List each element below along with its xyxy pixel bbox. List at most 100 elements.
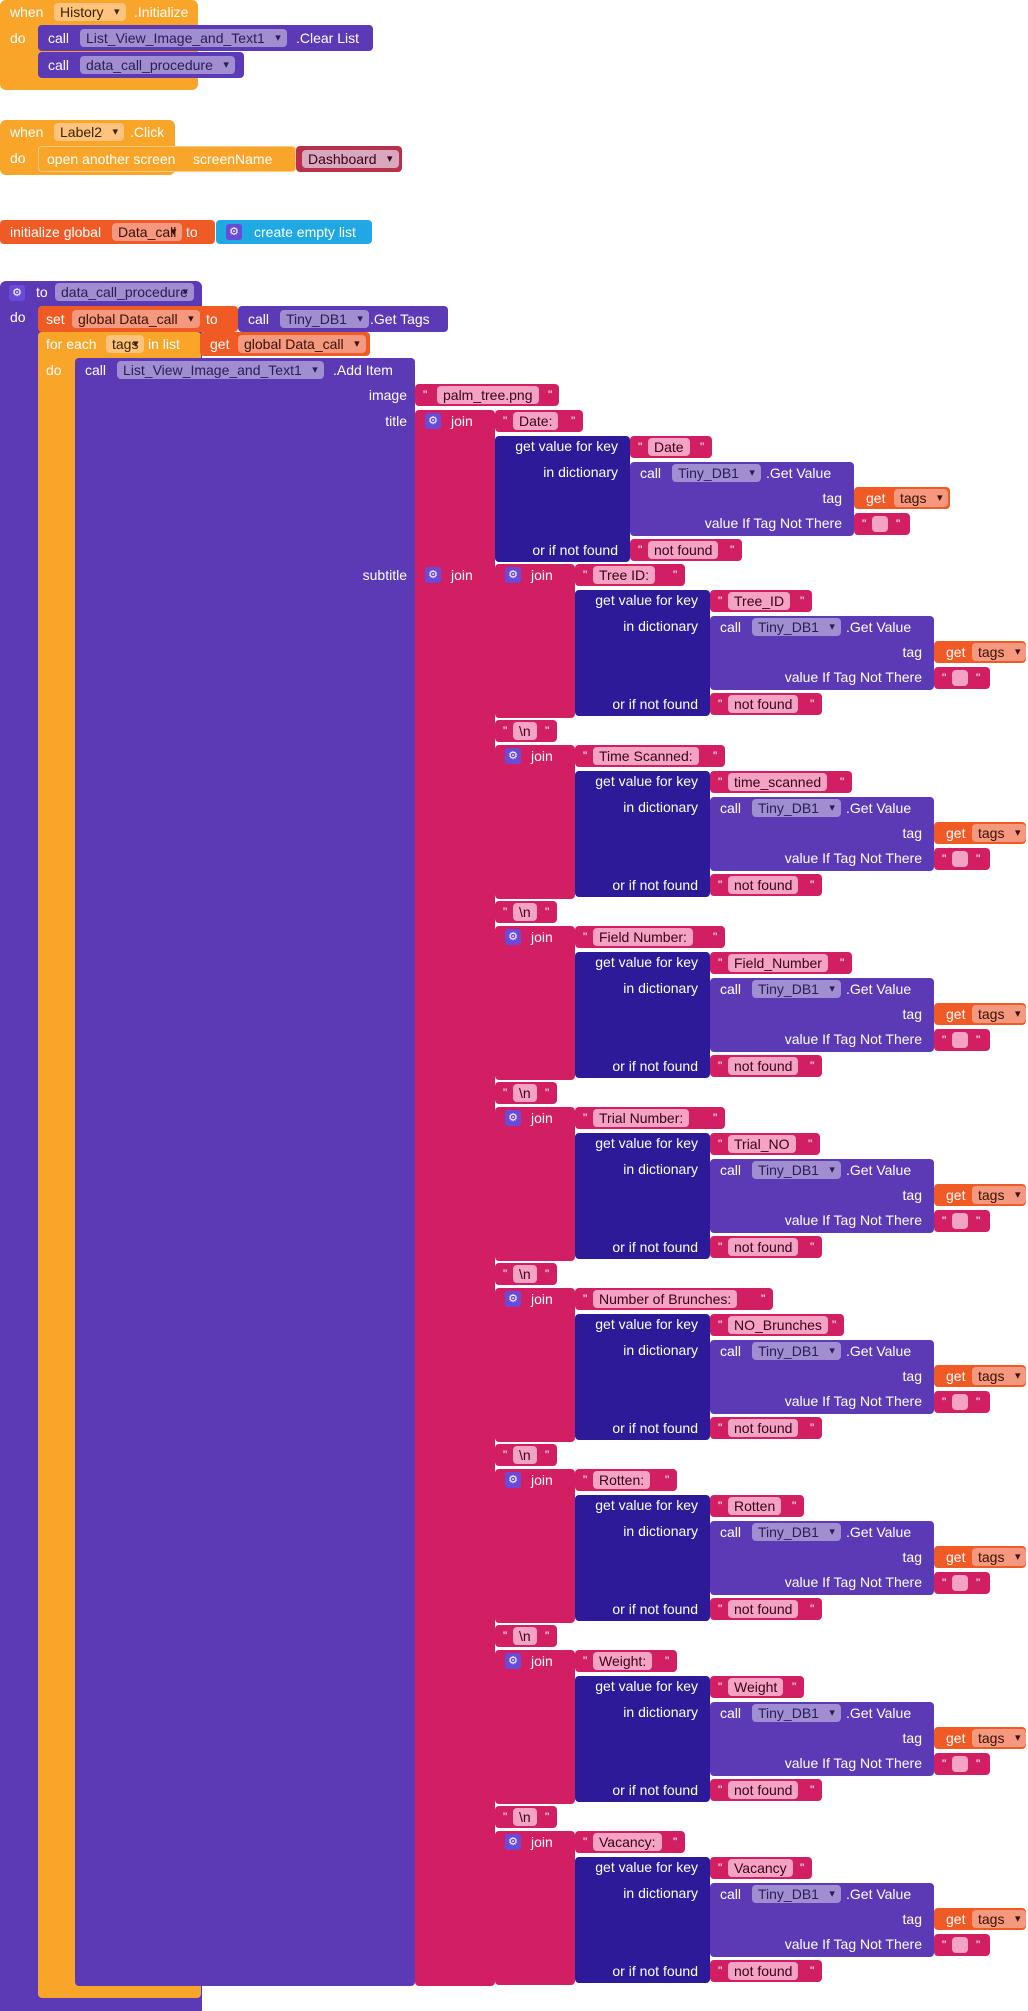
tinydb-dropdown[interactable]: Tiny_DB1: [752, 980, 841, 998]
key-string[interactable]: Field_Number: [728, 954, 828, 972]
mutator-gear-icon[interactable]: ⚙: [505, 1110, 521, 1126]
set-variable-dropdown[interactable]: global Data_call: [72, 310, 200, 328]
newline-text-block[interactable]: " \n ": [495, 1082, 557, 1104]
tinydb-get-value-block[interactable]: call Tiny_DB1 .Get Value tag value If Tag No…: [710, 1159, 934, 1233]
get-value-for-key-block[interactable]: get value for key in dictionary or if not …: [575, 1133, 710, 1259]
listview-component-dropdown[interactable]: List_View_Image_and_Text1: [117, 361, 324, 379]
get-tags-variable-block[interactable]: get tags: [934, 1184, 1027, 1206]
tinydb-get-value-block[interactable]: call Tiny_DB1 .Get Value tag value If Tag No…: [710, 1521, 934, 1595]
empty-string[interactable]: [952, 1032, 968, 1048]
not-found-string[interactable]: not found: [728, 1962, 799, 1980]
tags-variable-dropdown[interactable]: tags: [972, 1005, 1027, 1023]
not-found-text-block[interactable]: " not found ": [710, 1417, 822, 1439]
newline-string[interactable]: \n: [513, 1084, 537, 1102]
tinydb-dropdown[interactable]: Tiny_DB1: [752, 1704, 841, 1722]
field-join-block[interactable]: ⚙ join: [495, 1288, 575, 1442]
tinydb-get-value-block[interactable]: call Tiny_DB1 .Get Value tag value If Tag No…: [710, 616, 934, 690]
tags-variable-dropdown[interactable]: tags: [972, 824, 1027, 842]
tinydb-dropdown[interactable]: Tiny_DB1: [752, 1885, 841, 1903]
key-text-block[interactable]: " Rotten ": [710, 1495, 804, 1517]
tinydb-get-value-block[interactable]: call Tiny_DB1 .Get Value tag value If Tag No…: [710, 797, 934, 871]
get-tags-variable-block[interactable]: get tags: [934, 641, 1027, 663]
not-found-text-block[interactable]: " not found ": [710, 1598, 822, 1620]
get-tags-variable-block[interactable]: get tags: [934, 1727, 1027, 1749]
not-found-string[interactable]: not found: [728, 1600, 799, 1618]
key-string[interactable]: Trial_NO: [728, 1135, 796, 1153]
set-global-block[interactable]: set global Data_call to: [38, 306, 238, 332]
newline-text-block[interactable]: " \n ": [495, 720, 557, 742]
not-found-string[interactable]: not found: [648, 541, 719, 559]
clear-list-block[interactable]: call List_View_Image_and_Text1 .Clear Li…: [38, 25, 373, 51]
empty-text-block[interactable]: " ": [854, 513, 910, 535]
empty-string[interactable]: [952, 1394, 968, 1410]
not-found-text-block[interactable]: " not found ": [710, 874, 822, 896]
mutator-gear-icon[interactable]: ⚙: [226, 224, 242, 240]
initialize-global-block[interactable]: initialize global Data_call to: [0, 220, 215, 244]
listview-component-dropdown[interactable]: List_View_Image_and_Text1: [80, 29, 287, 47]
tinydb-dropdown[interactable]: Tiny_DB1: [752, 799, 841, 817]
field-label-string[interactable]: Trial Number:: [593, 1109, 690, 1127]
key-text-block[interactable]: " time_scanned ": [710, 771, 852, 793]
field-label-string[interactable]: Time Scanned:: [593, 747, 699, 765]
subtitle-join-block[interactable]: ⚙ join: [415, 564, 495, 1986]
get-value-for-key-block[interactable]: get value for key in dictionary or if not …: [575, 952, 710, 1078]
not-found-string[interactable]: not found: [728, 1057, 799, 1075]
newline-text-block[interactable]: " \n ": [495, 1263, 557, 1285]
not-found-string[interactable]: not found: [728, 695, 799, 713]
not-found-text-block[interactable]: " not found ": [710, 1055, 822, 1077]
call-procedure-block[interactable]: call data_call_procedure: [38, 52, 244, 78]
get-value-for-key-block[interactable]: get value for key in dictionary or if not …: [575, 1495, 710, 1621]
field-label-text-block[interactable]: " Number of Brunches: ": [575, 1288, 773, 1310]
field-label-text-block[interactable]: " Trial Number: ": [575, 1107, 725, 1129]
newline-string[interactable]: \n: [513, 903, 537, 921]
empty-text-block[interactable]: " ": [934, 1934, 990, 1956]
procedure-name-field[interactable]: data_call_procedure: [55, 283, 194, 301]
newline-string[interactable]: \n: [513, 722, 537, 740]
key-text-block[interactable]: " Date ": [630, 436, 712, 458]
image-text-block[interactable]: " palm_tree.png ": [415, 384, 559, 406]
get-tags-variable-block[interactable]: get tags: [934, 822, 1027, 844]
empty-text-block[interactable]: " ": [934, 848, 990, 870]
empty-string[interactable]: [872, 516, 888, 532]
get-value-for-key-block[interactable]: get value for key in dictionary or if not …: [575, 590, 710, 716]
key-text-block[interactable]: " Field_Number ": [710, 952, 852, 974]
mutator-gear-icon[interactable]: ⚙: [425, 567, 441, 583]
empty-string[interactable]: [952, 1937, 968, 1953]
newline-text-block[interactable]: " \n ": [495, 1625, 557, 1647]
label2-component-dropdown[interactable]: Label2: [54, 123, 125, 141]
tinydb-dropdown[interactable]: Tiny_DB1: [752, 1342, 841, 1360]
not-found-string[interactable]: not found: [728, 1419, 799, 1437]
get-value-for-key-block[interactable]: get value for key in dictionary or if not …: [575, 1857, 710, 1983]
tinydb-dropdown[interactable]: Tiny_DB1: [672, 464, 761, 482]
field-label-string[interactable]: Rotten:: [593, 1471, 651, 1489]
tinydb-get-value-block[interactable]: call Tiny_DB1 .Get Value tag value If Tag No…: [710, 978, 934, 1052]
key-string[interactable]: Vacancy: [728, 1859, 793, 1877]
field-label-text-block[interactable]: " Weight: ": [575, 1650, 677, 1672]
mutator-gear-icon[interactable]: ⚙: [505, 1291, 521, 1307]
field-label-text-block[interactable]: " Time Scanned: ": [575, 745, 725, 767]
create-empty-list-block[interactable]: ⚙ create empty list: [216, 220, 372, 244]
history-component-dropdown[interactable]: History: [54, 3, 126, 21]
screen-name-value-block[interactable]: Dashboard: [296, 146, 402, 172]
loop-variable[interactable]: tags: [106, 335, 145, 353]
key-text-block[interactable]: " NO_Brunches ": [710, 1314, 844, 1336]
key-string[interactable]: Date: [648, 438, 690, 456]
mutator-gear-icon[interactable]: ⚙: [505, 1472, 521, 1488]
newline-string[interactable]: \n: [513, 1627, 537, 1645]
empty-text-block[interactable]: " ": [934, 1029, 990, 1051]
empty-text-block[interactable]: " ": [934, 667, 990, 689]
get-tags-block[interactable]: call Tiny_DB1 .Get Tags: [238, 306, 448, 332]
key-text-block[interactable]: " Tree_ID ": [710, 590, 812, 612]
tags-variable-dropdown[interactable]: tags: [972, 1367, 1027, 1385]
screen-dropdown[interactable]: Dashboard: [302, 150, 399, 168]
field-label-text-block[interactable]: " Field Number: ": [575, 926, 725, 948]
tinydb-get-value-block[interactable]: call Tiny_DB1 .Get Value tag value If Tag No…: [710, 1340, 934, 1414]
field-join-block[interactable]: ⚙ join: [495, 1650, 575, 1804]
field-join-block[interactable]: ⚙ join: [495, 1107, 575, 1261]
empty-string[interactable]: [952, 1575, 968, 1591]
title-label-string[interactable]: Date:: [513, 412, 559, 430]
mutator-gear-icon[interactable]: ⚙: [505, 929, 521, 945]
key-text-block[interactable]: " Weight ": [710, 1676, 804, 1698]
get-tags-variable-block[interactable]: get tags: [934, 1908, 1027, 1930]
get-list-variable-block[interactable]: get global Data_call: [200, 332, 370, 356]
